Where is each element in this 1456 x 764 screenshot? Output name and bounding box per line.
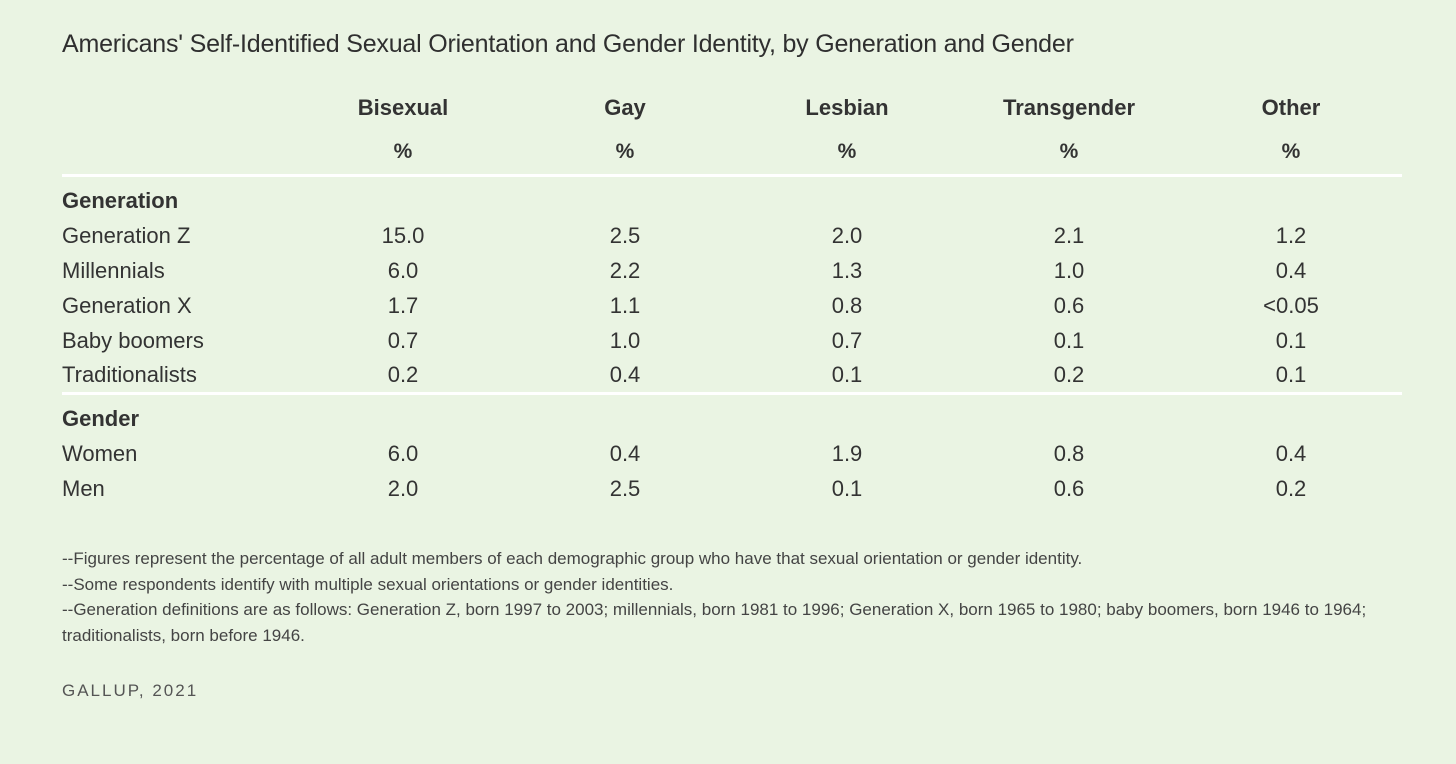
- section-header-generation: Generation: [62, 187, 179, 213]
- column-header-other: Other: [1261, 94, 1321, 120]
- table-body: Generation Generation Z 15.0 2.5 2.0 2.1…: [62, 176, 1402, 507]
- column-header-lesbian: Lesbian: [805, 94, 889, 120]
- table-cell: 0.1: [1180, 358, 1402, 395]
- table-cell: 0.4: [514, 358, 736, 395]
- table-row: Baby boomers 0.7 1.0 0.7 0.1 0.1: [62, 323, 1402, 358]
- table-row: Millennials 6.0 2.2 1.3 1.0 0.4: [62, 253, 1402, 288]
- table-cell: 6.0: [387, 440, 419, 466]
- table-cell: 0.1: [831, 475, 863, 501]
- table-cell: 0.7: [831, 327, 863, 353]
- footnote: --Figures represent the percentage of al…: [62, 549, 1083, 568]
- unit-spacer: [62, 130, 292, 177]
- table-row: Traditionalists 0.2 0.4 0.1 0.2 0.1: [62, 358, 1402, 395]
- table-cell: 1.0: [609, 327, 641, 353]
- row-label: Generation Z: [62, 222, 191, 248]
- table-cell: 15.0: [381, 222, 425, 248]
- table-cell: 0.2: [958, 358, 1180, 395]
- table-row: Generation X 1.7 1.1 0.8 0.6 <0.05: [62, 288, 1402, 323]
- table-cell: 2.5: [609, 222, 641, 248]
- table-cell: 1.3: [831, 257, 863, 283]
- unit-label: %: [958, 130, 1180, 177]
- unit-label: %: [514, 130, 736, 177]
- table-row: Women 6.0 0.4 1.9 0.8 0.4: [62, 436, 1402, 471]
- column-header-bisexual: Bisexual: [357, 94, 449, 120]
- table-cell: 1.1: [609, 292, 641, 318]
- table-cell: 0.6: [1053, 292, 1085, 318]
- row-label: Generation X: [62, 292, 192, 318]
- row-label: Millennials: [62, 257, 165, 283]
- section-header-row: Generation: [62, 176, 1402, 219]
- table-cell: 6.0: [387, 257, 419, 283]
- table-row: Generation Z 15.0 2.5 2.0 2.1 1.2: [62, 218, 1402, 253]
- table-cell: 0.4: [1275, 257, 1307, 283]
- table-cell: 0.2: [1275, 475, 1307, 501]
- table-cell: 2.2: [609, 257, 641, 283]
- table-cell: 0.7: [387, 327, 419, 353]
- table-cell: 1.7: [387, 292, 419, 318]
- table-row: Men 2.0 2.5 0.1 0.6 0.2: [62, 471, 1402, 506]
- footnotes: --Figures represent the percentage of al…: [62, 546, 1392, 648]
- section-header-gender: Gender: [62, 405, 140, 431]
- table-cell: 2.0: [387, 475, 419, 501]
- unit-label: %: [1180, 130, 1402, 177]
- chart-title: Americans' Self-Identified Sexual Orient…: [62, 30, 1074, 58]
- row-label: Baby boomers: [62, 327, 204, 353]
- table-cell: 0.6: [1053, 475, 1085, 501]
- table-cell: 0.1: [736, 358, 958, 395]
- data-table: Bisexual Gay Lesbian Transgender Other %…: [62, 85, 1402, 506]
- footnote: --Generation definitions are as follows:…: [62, 600, 1367, 645]
- row-label-header: [62, 85, 292, 130]
- table-cell: 2.1: [1053, 222, 1085, 248]
- column-header-gay: Gay: [604, 94, 646, 120]
- table-cell: 0.8: [1053, 440, 1085, 466]
- source-credit: GALLUP, 2021: [62, 681, 199, 700]
- table-cell: <0.05: [1263, 292, 1319, 318]
- footnote: --Some respondents identify with multipl…: [62, 574, 674, 594]
- table-cell: 1.0: [1053, 257, 1085, 283]
- unit-label: %: [736, 130, 958, 177]
- row-label: Women: [62, 440, 138, 466]
- unit-row: % % % % %: [62, 130, 1402, 177]
- table-cell: 0.1: [1275, 327, 1307, 353]
- table-cell: 0.2: [292, 358, 514, 395]
- table-cell: 0.4: [1275, 440, 1307, 466]
- row-label: Traditionalists: [62, 358, 292, 395]
- table-cell: 2.0: [831, 222, 863, 248]
- column-header-row: Bisexual Gay Lesbian Transgender Other: [62, 85, 1402, 130]
- section-header-row: Gender: [62, 394, 1402, 437]
- table-cell: 1.2: [1275, 222, 1307, 248]
- row-label: Men: [62, 475, 105, 501]
- unit-label: %: [292, 130, 514, 177]
- table-cell: 1.9: [831, 440, 863, 466]
- column-header-transgender: Transgender: [1002, 94, 1136, 120]
- table-cell: 2.5: [609, 475, 641, 501]
- table-cell: 0.1: [1053, 327, 1085, 353]
- table-cell: 0.8: [831, 292, 863, 318]
- table-cell: 0.4: [609, 440, 641, 466]
